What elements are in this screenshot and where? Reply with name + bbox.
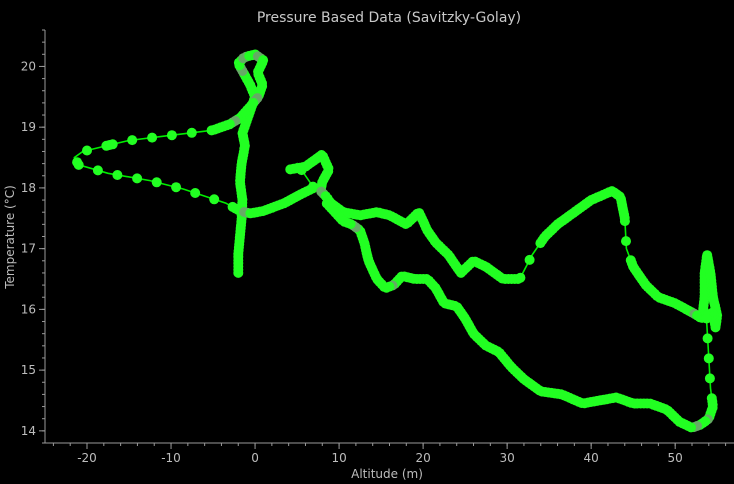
y-tick-label: 18 xyxy=(21,181,36,195)
data-point xyxy=(524,254,535,265)
series-group xyxy=(72,49,723,433)
data-point xyxy=(127,135,138,146)
data-point xyxy=(112,170,123,180)
x-tick-label: 50 xyxy=(668,451,683,465)
data-point xyxy=(321,198,332,209)
data-point xyxy=(190,188,201,198)
chart-title: Pressure Based Data (Savitzky-Golay) xyxy=(257,10,521,26)
y-tick-label: 16 xyxy=(21,302,36,316)
data-point xyxy=(704,373,715,384)
data-point xyxy=(621,236,631,247)
data-point xyxy=(702,333,713,344)
series-line xyxy=(73,53,719,429)
x-axis-label: Altitude (m) xyxy=(351,467,423,481)
x-tick-label: 20 xyxy=(415,451,430,465)
data-point xyxy=(186,127,197,138)
data-point xyxy=(206,125,217,136)
axes xyxy=(44,30,734,444)
y-tick-label: 19 xyxy=(21,120,36,134)
data-point xyxy=(308,181,318,192)
x-tick-label: 0 xyxy=(251,451,259,465)
data-point xyxy=(171,182,182,193)
data-point xyxy=(515,272,526,283)
y-tick-label: 20 xyxy=(21,59,36,73)
x-tick-label: -20 xyxy=(77,451,97,465)
data-point xyxy=(166,130,177,141)
x-tick-label: 10 xyxy=(331,451,346,465)
x-tick-label: 30 xyxy=(499,451,514,465)
data-point xyxy=(132,173,143,184)
data-point xyxy=(82,145,92,156)
y-tick-label: 17 xyxy=(21,242,36,256)
ticks: -20 -10 0 10 20 30 40 50 14 15 16 17 18 19 20 xyxy=(21,29,727,465)
data-point xyxy=(151,177,162,188)
data-point xyxy=(147,132,158,143)
data-point xyxy=(619,216,630,227)
x-tick-label: -10 xyxy=(161,451,181,465)
data-point xyxy=(73,159,84,170)
data-point xyxy=(92,165,103,176)
data-point xyxy=(209,194,220,205)
y-tick-label: 14 xyxy=(21,424,36,438)
y-axis-label: Temperature (°C) xyxy=(3,185,17,290)
data-point xyxy=(701,313,712,324)
x-tick-label: 40 xyxy=(584,451,599,465)
data-point xyxy=(101,140,112,151)
y-tick-label: 15 xyxy=(21,363,36,377)
data-point xyxy=(703,353,714,364)
